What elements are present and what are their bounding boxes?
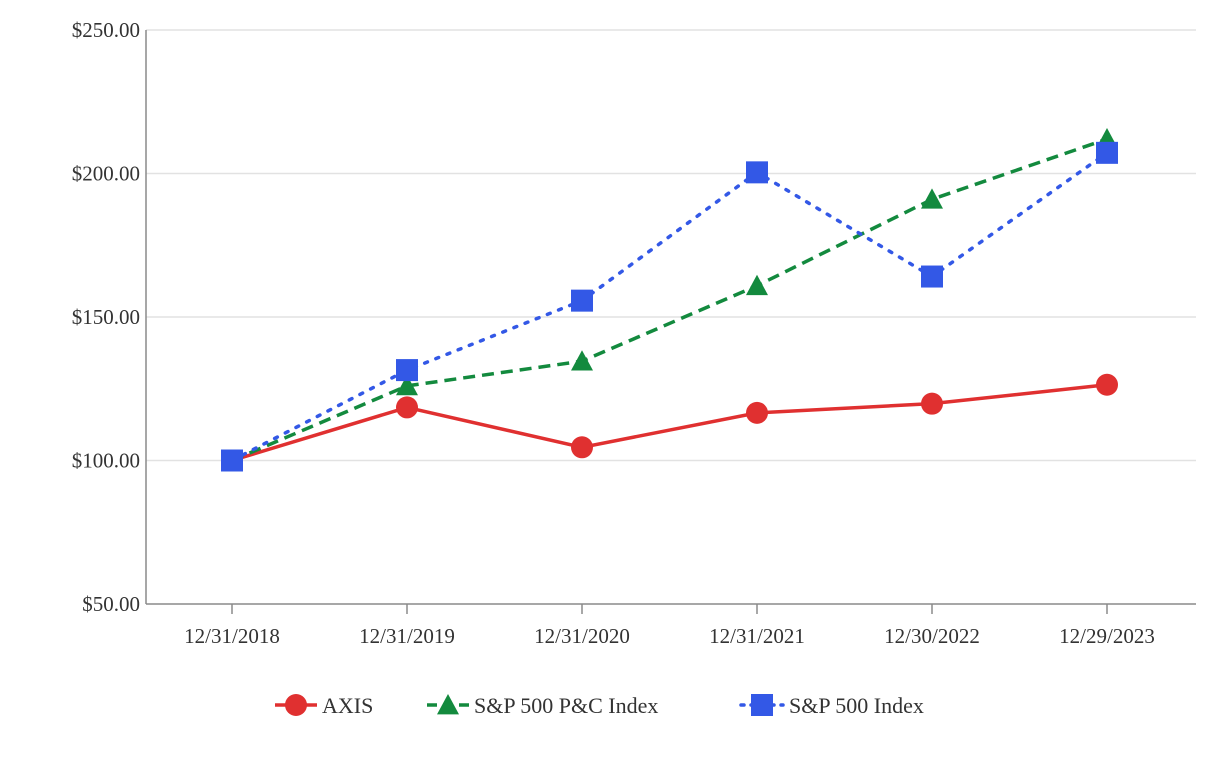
square-marker (571, 289, 593, 312)
x-tick-label: 12/31/2020 (534, 624, 630, 648)
series-2 (221, 141, 1118, 472)
y-axis-ticks: $50.00 $100.00 $150.00 $200.00 $250.00 (72, 18, 140, 616)
square-marker (921, 265, 943, 288)
series-1 (221, 128, 1118, 470)
series-line (231, 382, 1108, 463)
circle-marker (285, 694, 307, 716)
triangle-marker (396, 374, 418, 396)
square-marker (221, 449, 243, 472)
legend-item: S&P 500 P&C Index (427, 693, 658, 718)
circle-marker (396, 396, 418, 419)
triangle-marker (921, 188, 943, 209)
triangle-marker (437, 694, 459, 715)
gridlines (146, 29, 1196, 462)
y-tick-label: $150.00 (72, 305, 140, 329)
x-tick-label: 12/31/2019 (359, 624, 455, 648)
x-tick-label: 12/30/2022 (884, 624, 980, 648)
x-tick-label: 12/31/2021 (709, 624, 805, 648)
legend-label: S&P 500 Index (789, 693, 924, 718)
y-tick-label: $250.00 (72, 18, 140, 42)
y-tick-label: $200.00 (72, 162, 140, 186)
series-line (230, 151, 1109, 463)
legend-label: AXIS (322, 693, 373, 718)
y-tick-label: $50.00 (82, 592, 140, 616)
legend-item: S&P 500 Index (739, 693, 924, 718)
triangle-marker (571, 350, 593, 371)
series-line (231, 137, 1108, 463)
circle-marker (921, 392, 943, 415)
square-marker (1096, 141, 1118, 164)
triangle-marker (746, 274, 768, 296)
legend-item: AXIS (275, 693, 373, 718)
circle-marker (746, 401, 768, 424)
square-marker (746, 161, 768, 184)
square-marker (751, 694, 773, 716)
x-tick-label: 12/31/2018 (184, 624, 280, 648)
legend: AXIS S&P 500 P&C Index S&P 500 Index (275, 693, 924, 718)
square-marker (396, 359, 418, 382)
circle-marker (571, 436, 593, 459)
x-axis-ticks: 12/31/2018 12/31/2019 12/31/2020 12/31/2021… (184, 604, 1155, 648)
legend-label: S&P 500 P&C Index (474, 693, 658, 718)
y-tick-label: $100.00 (72, 449, 140, 473)
series-group (221, 128, 1118, 472)
axes (145, 30, 1196, 605)
circle-marker (1096, 373, 1118, 396)
x-tick-label: 12/29/2023 (1059, 624, 1155, 648)
series-0 (221, 373, 1118, 472)
